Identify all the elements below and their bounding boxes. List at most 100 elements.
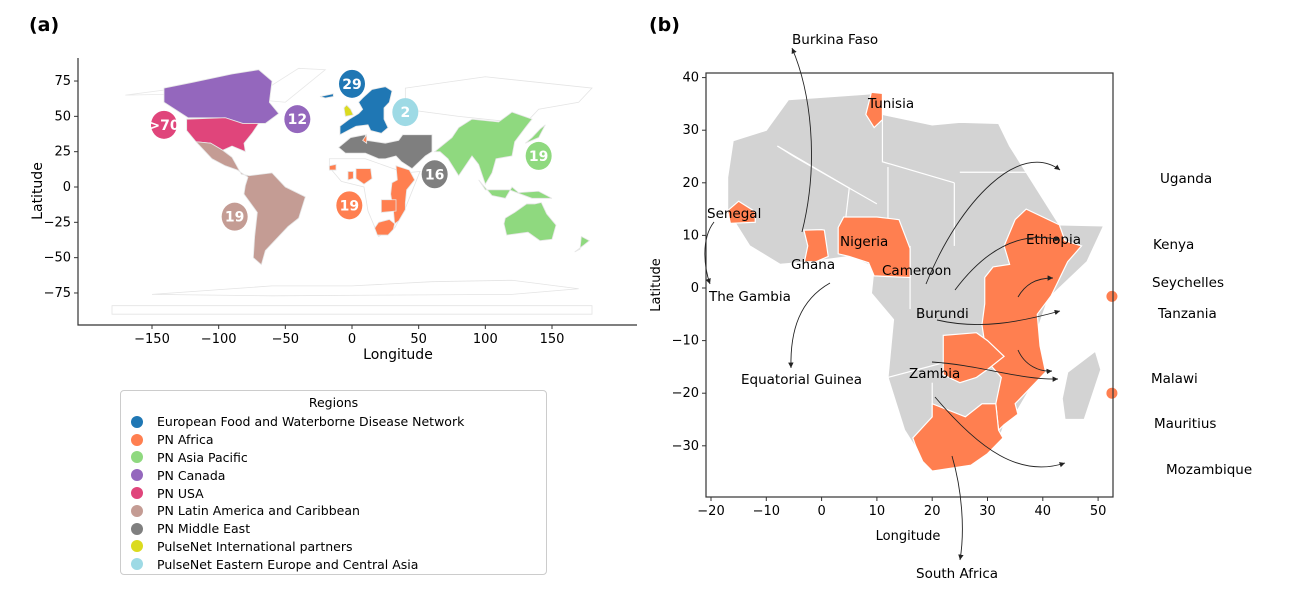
country-label: Mozambique: [1166, 462, 1252, 478]
x-tick-label: 50: [410, 332, 427, 347]
region-africa-country: [374, 219, 396, 236]
x-tick-label: −50: [272, 332, 299, 347]
y-tick-label: −75: [44, 286, 71, 301]
legend-label: PN Canada: [157, 467, 226, 483]
count-bubble-label: 19: [529, 149, 548, 165]
count-bubble: [221, 202, 248, 231]
country-arrow: [1017, 275, 1054, 298]
y-tick-label: −50: [44, 251, 71, 266]
panel-b-label: (b): [649, 14, 680, 36]
count-bubble: [339, 69, 365, 98]
legend-title: Regions: [308, 395, 359, 410]
legend-item: PN Latin America and Caribbean: [121, 502, 546, 520]
legend-marker-icon: [131, 487, 143, 500]
country-arrow: [788, 282, 831, 369]
count-bubble-label: 19: [340, 198, 359, 214]
antarctica-coast: [151, 279, 579, 297]
country-label: Burundi: [916, 306, 969, 322]
legend-marker-icon: [131, 469, 143, 482]
y-axis-label: Latitude: [649, 258, 664, 312]
x-tick-label: −20: [697, 504, 724, 519]
country-label: Senegal: [707, 206, 761, 222]
x-tick-label: 30: [979, 504, 996, 519]
country-label: Equatorial Guinea: [741, 372, 862, 388]
country-arrow: [934, 396, 1066, 468]
country-arrow: [931, 361, 1059, 382]
legend-item: PN USA: [121, 484, 546, 502]
count-bubble-label: 12: [288, 112, 307, 128]
legend-item: PulseNet Eastern Europe and Central Asia: [121, 555, 546, 573]
country-label: Burkina Faso: [792, 32, 878, 48]
y-tick-label: 0: [63, 180, 71, 195]
legend-label: PN Asia Pacific: [157, 449, 248, 465]
mauritius-marker-icon: [1106, 387, 1118, 399]
country-arrow: [791, 47, 812, 233]
region-europe: [339, 86, 393, 136]
legend-marker-icon: [131, 540, 143, 553]
legend-label: European Food and Waterborne Disease Net…: [157, 414, 465, 430]
legend-marker-icon: [131, 558, 143, 571]
region-middle-east: [338, 134, 433, 170]
x-tick-label: −100: [201, 332, 237, 347]
legend-item: PN Asia Pacific: [121, 449, 546, 467]
x-tick-label: 100: [473, 332, 498, 347]
x-tick-label: 50: [1090, 504, 1107, 519]
legend-label: PulseNet International partners: [157, 538, 353, 554]
legend-marker-icon: [131, 433, 143, 446]
highlighted-country: [865, 91, 884, 129]
country-label: Cameroon: [882, 263, 951, 279]
region-japan: [525, 124, 546, 144]
count-bubble-label: 19: [225, 210, 244, 226]
region-new-zealand: [574, 235, 591, 253]
country-arrow: [925, 161, 1061, 285]
y-tick-label: 10: [682, 228, 699, 243]
region-indonesia: [478, 179, 553, 199]
region-australia: [503, 202, 557, 242]
legend: Regions European Food and Waterborne Dis…: [120, 390, 547, 575]
country-arrow: [704, 221, 715, 285]
seychelles-marker-icon: [1106, 290, 1118, 302]
x-axis-label: Longitude: [876, 529, 941, 544]
russia-outline: [404, 76, 593, 124]
y-tick-label: 75: [54, 74, 71, 89]
region-africa-country: [362, 133, 368, 144]
legend-item: PN Middle East: [121, 520, 546, 538]
legend-item: PulseNet International partners: [121, 538, 546, 556]
antarctica-outline: [111, 305, 593, 315]
region-canada: [163, 69, 280, 124]
y-tick-label: 25: [54, 145, 71, 160]
legend-item: European Food and Waterborne Disease Net…: [121, 413, 546, 431]
y-axis-label: Latitude: [30, 162, 46, 220]
legend-marker-icon: [131, 504, 143, 517]
legend-item: PN Africa: [121, 431, 546, 449]
legend-marker-icon: [131, 451, 143, 464]
country-label: Tunisia: [867, 96, 914, 112]
count-bubble: [421, 160, 448, 189]
count-bubble-label: 29: [342, 77, 361, 93]
highlighted-country: [981, 208, 1083, 432]
count-bubble-label: 2: [400, 105, 410, 121]
region-latam: [194, 141, 306, 266]
country-border: [881, 119, 955, 184]
x-tick-label: 0: [817, 504, 825, 519]
x-tick-label: −150: [134, 332, 170, 347]
country-label: Uganda: [1160, 171, 1212, 187]
panel-b-axes: [705, 72, 1114, 498]
count-bubble-label: >70: [148, 118, 179, 134]
region-asia: [433, 111, 533, 186]
country-arrow: [1017, 349, 1053, 375]
country-label: Ethiopia: [1026, 232, 1081, 248]
count-bubble: [284, 105, 311, 134]
count-bubble: [151, 110, 178, 139]
count-bubble: [525, 141, 552, 170]
legend-label: PN Africa: [157, 432, 214, 448]
region-iceland: [319, 93, 334, 99]
country-label: Kenya: [1153, 237, 1194, 253]
count-bubble-label: 16: [425, 167, 444, 183]
legend-label: PulseNet Eastern Europe and Central Asia: [157, 556, 419, 572]
y-tick-label: 0: [691, 281, 699, 296]
country-label: The Gambia: [708, 289, 791, 305]
y-tick-label: −30: [672, 439, 699, 454]
x-tick-label: 0: [348, 332, 356, 347]
